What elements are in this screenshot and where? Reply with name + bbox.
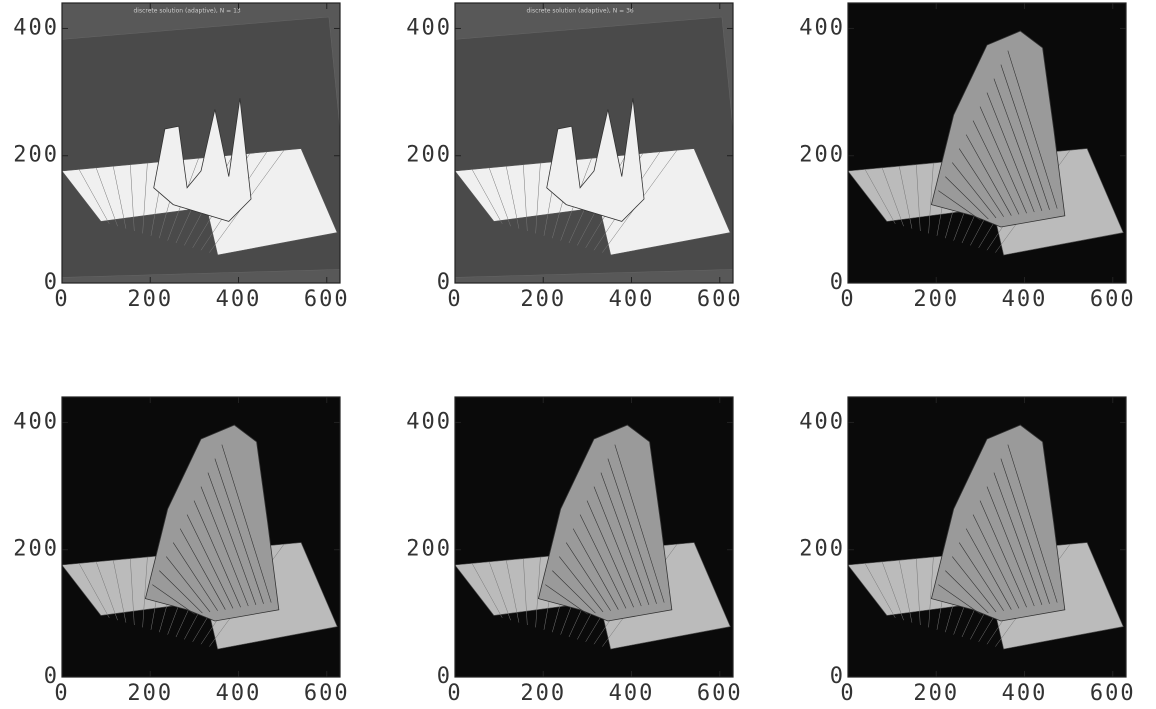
- x-tick-label: 600: [1090, 287, 1136, 312]
- x-tick-label: 400: [216, 681, 262, 706]
- x-tick-label: 200: [913, 287, 959, 312]
- x-tick-label: 400: [1002, 287, 1048, 312]
- x-tick-label: 200: [520, 681, 566, 706]
- x-tick-label: 400: [609, 681, 655, 706]
- x-tick-label: 600: [697, 681, 743, 706]
- x-tick-label: 400: [1002, 681, 1048, 706]
- image-content: [62, 397, 340, 677]
- x-tick-label: 600: [304, 681, 350, 706]
- y-tick-label: 200: [13, 537, 59, 562]
- image-caption: discrete solution (adaptive), N = 36: [526, 8, 633, 15]
- x-tick-label: 200: [913, 681, 959, 706]
- y-tick-label: 400: [13, 409, 59, 434]
- y-tick-label: 0: [830, 664, 845, 689]
- x-tick-label: 200: [520, 287, 566, 312]
- y-tick-label: 400: [799, 409, 845, 434]
- x-tick-label: 600: [697, 287, 743, 312]
- y-tick-label: 400: [13, 15, 59, 40]
- x-tick-label: 200: [127, 287, 173, 312]
- y-tick-label: 200: [406, 143, 452, 168]
- x-tick-label: 600: [1090, 681, 1136, 706]
- figure: discrete solution (adaptive), N = 13 0 200…: [0, 0, 1156, 709]
- x-tick-label: 600: [304, 287, 350, 312]
- y-tick-label: 200: [799, 537, 845, 562]
- image-content: discrete solution (adaptive), N = 36: [455, 3, 747, 283]
- panel: discrete solution (adaptive), N = 13 0 200…: [13, 3, 354, 312]
- y-tick-label: 0: [44, 664, 59, 689]
- x-tick-label: 400: [609, 287, 655, 312]
- image-content: [455, 397, 733, 677]
- y-tick-label: 200: [13, 143, 59, 168]
- image-content: discrete solution (adaptive), N = 13: [62, 3, 354, 283]
- panel: discrete solution (adaptive), N = 36 0 200…: [406, 3, 747, 312]
- y-tick-label: 0: [44, 270, 59, 295]
- x-tick-label: 200: [127, 681, 173, 706]
- y-tick-label: 0: [437, 270, 452, 295]
- image-content: [848, 3, 1126, 283]
- y-tick-label: 400: [799, 15, 845, 40]
- image-caption: discrete solution (adaptive), N = 13: [133, 8, 240, 15]
- y-tick-label: 0: [437, 664, 452, 689]
- y-tick-label: 200: [406, 537, 452, 562]
- x-tick-label: 400: [216, 287, 262, 312]
- y-tick-label: 0: [830, 270, 845, 295]
- y-tick-label: 200: [799, 143, 845, 168]
- y-tick-label: 400: [406, 15, 452, 40]
- y-tick-label: 400: [406, 409, 452, 434]
- image-content: [848, 397, 1126, 677]
